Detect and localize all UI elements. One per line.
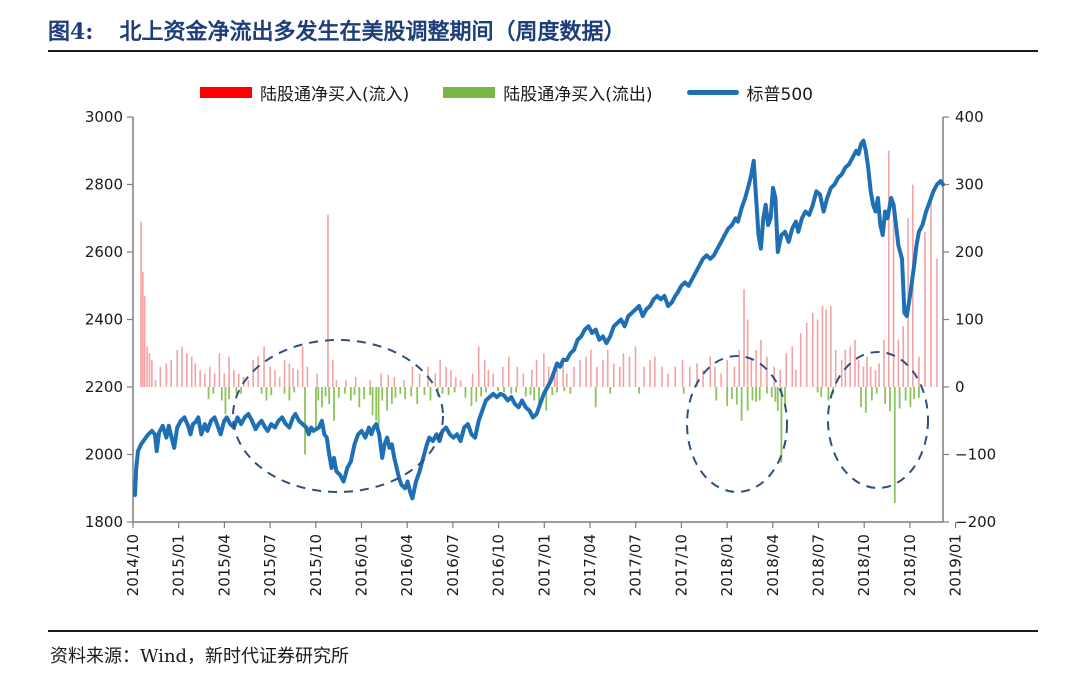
x-tick-label: 2016/07 [444,534,462,596]
x-tick-label: 2018/10 [901,534,919,596]
x-tick-label: 2015/07 [261,534,279,596]
x-tick-label: 2017/10 [672,534,690,596]
x-tick-label: 2019/01 [947,534,965,596]
y-right-tick-label: −100 [955,446,996,464]
legend-outflow-label: 陆股通净买入(流出) [503,85,653,105]
x-tick-label: 2016/01 [353,534,371,596]
x-tick-label: 2014/10 [124,534,142,596]
y-left-tick-label: 3000 [85,108,123,126]
legend-outflow: 陆股通净买入(流出) [443,80,653,105]
x-tick-label: 2017/04 [581,534,599,596]
x-tick-label: 2015/10 [307,534,325,596]
legend-outflow-swatch [443,87,496,98]
y-right-tick-label: −200 [955,513,996,531]
y-left-tick-label: 1800 [85,513,123,531]
chart-svg: 3000 2800 2600 2400 2200 2000 1800 400 300 200 100… [85,108,996,596]
x-tick-label: 2015/01 [170,534,188,596]
legend-inflow-swatch [200,87,252,98]
highlight-ellipse-2015 [232,339,444,493]
sp500-line [133,138,945,501]
bottom-rule [48,630,1038,632]
x-tick-label: 2015/04 [215,534,233,596]
figure-label: 图4: [48,19,94,45]
figure-title: 图4: 北上资金净流出多发生在美股调整期间（周度数据） [48,14,625,46]
source-note: 资料来源：Wind，新时代证券研究所 [50,646,350,667]
legend-sp500-label: 标普500 [746,85,813,105]
legend-sp500: 标普500 [686,80,813,105]
legend-sp500-swatch [686,90,739,95]
x-tick-label: 2018/10 [855,534,873,596]
y-right-tick-label: 300 [955,176,984,194]
x-tick-label: 2017/07 [627,534,645,596]
y-right-tick-label: 400 [955,108,984,126]
x-tick-label: 2018/07 [810,534,828,596]
x-tick-label: 2018/04 [764,534,782,596]
highlight-ellipse-2018b [827,351,929,489]
y-left-tick-label: 2600 [85,243,123,261]
y-left-tick-label: 2800 [85,176,123,194]
x-tick-label: 2017/01 [535,534,553,596]
top-rule [48,50,1038,52]
figure-title-text: 北上资金净流出多发生在美股调整期间（周度数据） [119,19,626,45]
legend-inflow-label: 陆股通净买入(流入) [260,85,410,105]
y-left-tick-label: 2000 [85,446,123,464]
y-right-tick-label: 100 [955,311,984,329]
y-right-tick-label: 0 [955,378,965,396]
highlight-ellipse-2018a [686,355,788,493]
chart-legend: 陆股通净买入(流入) 陆股通净买入(流出) 标普500 [200,80,813,105]
x-tick-label: 2016/10 [490,534,508,596]
x-tick-label: 2016/04 [398,534,416,596]
legend-inflow: 陆股通净买入(流入) [200,80,409,105]
y-right-tick-label: 200 [955,243,984,261]
y-left-tick-label: 2200 [85,378,123,396]
y-left-tick-label: 2400 [85,311,123,329]
x-tick-label: 2018/01 [718,534,736,596]
